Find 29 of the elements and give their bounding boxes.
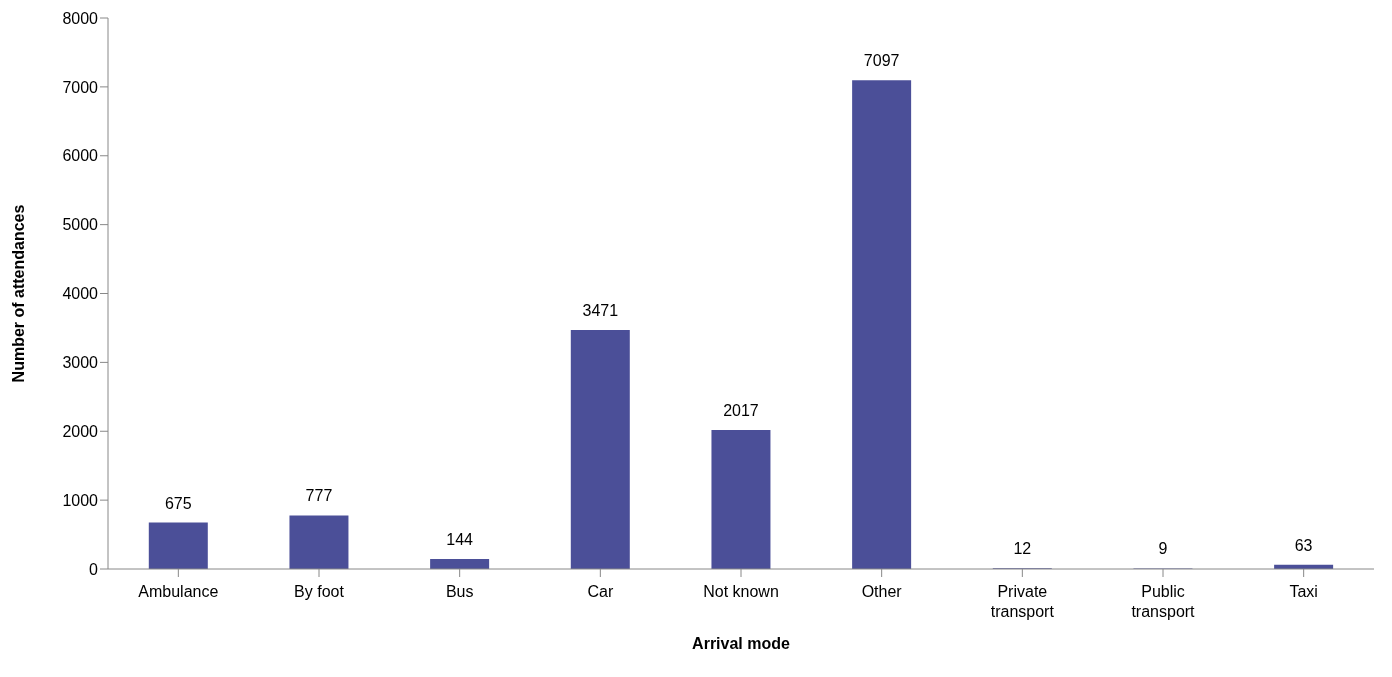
y-tick-label: 4000 (62, 285, 99, 303)
y-tick-label: 6000 (62, 147, 99, 165)
x-tick-label: Taxi (1289, 583, 1318, 600)
x-tick-label: By foot (294, 583, 345, 600)
data-label: 12 (1013, 540, 1032, 558)
y-axis-title: Number of attendances (9, 204, 27, 383)
y-tick-label: 8000 (62, 9, 99, 27)
y-tick-label: 0 (89, 560, 99, 578)
x-tick-label: Car (587, 583, 614, 600)
data-label: 9 (1158, 540, 1168, 558)
x-tick-label: Not known (703, 583, 779, 600)
data-label: 63 (1294, 536, 1313, 554)
data-label: 777 (305, 487, 333, 505)
data-label: 2017 (723, 402, 759, 420)
data-label: 3471 (582, 301, 619, 319)
y-tick-label: 1000 (62, 491, 99, 509)
data-label: 7097 (863, 52, 900, 70)
x-axis-title: Arrival mode (692, 635, 791, 652)
y-tick-label: 3000 (62, 354, 99, 372)
data-label: 144 (446, 531, 474, 549)
x-tick-label: Private transport (990, 583, 1055, 620)
y-tick-label: 7000 (62, 78, 99, 96)
y-tick-label: 2000 (62, 422, 99, 440)
x-tick-label: Ambulance (138, 583, 219, 600)
y-tick-label: 5000 (62, 216, 99, 234)
data-label: 675 (164, 494, 192, 512)
x-tick-label: Other (861, 583, 903, 600)
x-tick-label: Public transport (1131, 583, 1196, 620)
x-tick-label: Bus (445, 583, 474, 600)
